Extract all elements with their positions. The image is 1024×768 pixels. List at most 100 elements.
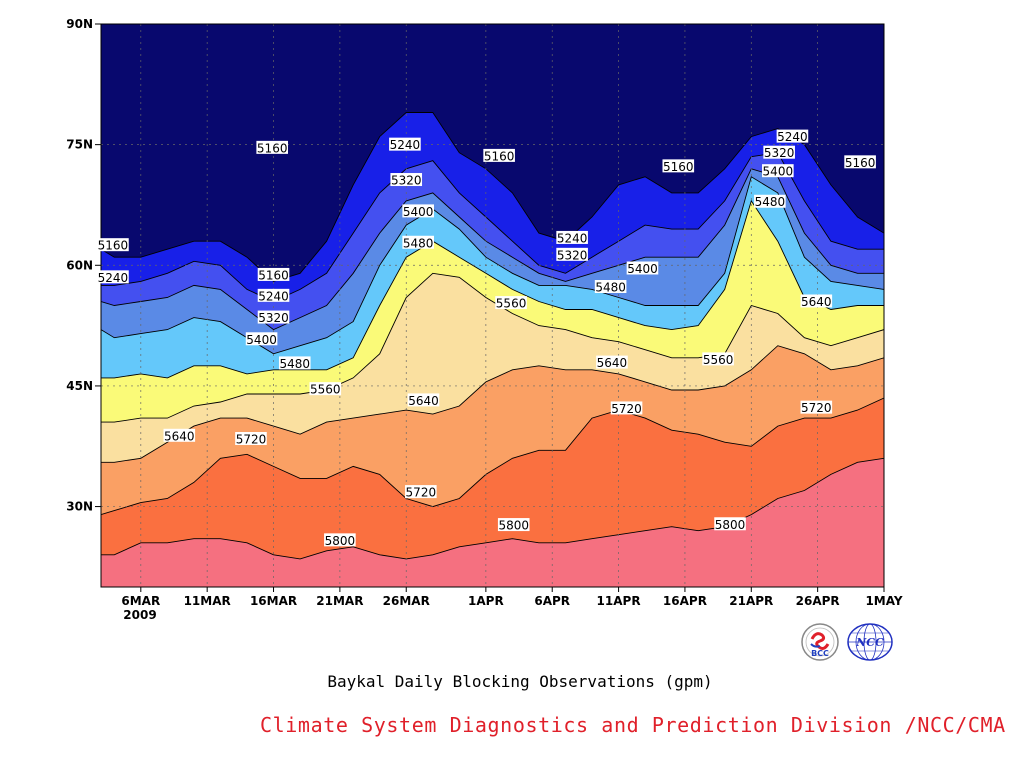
y-tick-label: 45N xyxy=(66,379,93,393)
contour-label: 5560 xyxy=(310,383,341,397)
contour-label-bg xyxy=(596,355,628,369)
contour-label-bg xyxy=(626,261,659,275)
contour-label: 5160 xyxy=(257,141,288,155)
contour-label: 5800 xyxy=(715,518,746,532)
ncc-logo: NCC xyxy=(847,623,893,661)
contour-label-bg xyxy=(495,296,527,310)
contour-lines xyxy=(101,112,884,560)
contour-label-bg xyxy=(714,517,746,531)
contour-plot: 30N 45N 60N 75N 90N 6MAR 11MAR 16MAR 21MAR 26MAR… xyxy=(66,17,903,622)
contour-label-bg xyxy=(800,294,833,308)
contour-label: 5320 xyxy=(557,248,588,262)
contour-label: 5400 xyxy=(627,262,658,276)
contour-label-bg xyxy=(324,533,356,547)
contour-label-bg xyxy=(776,129,809,143)
contour-label-bg xyxy=(257,310,290,324)
contour-label: 5800 xyxy=(325,534,356,548)
contour-label-bg xyxy=(97,238,129,252)
x-tick-label: 11APR xyxy=(597,594,641,608)
contour-label-bg xyxy=(662,159,695,173)
x-year-label: 2009 xyxy=(123,608,156,622)
x-tick-label: 21APR xyxy=(729,594,773,608)
y-tick-label: 75N xyxy=(66,138,93,152)
contour-label-bg xyxy=(594,280,627,294)
contour-label-bg xyxy=(402,235,434,249)
contour-label: 5320 xyxy=(258,311,289,325)
y-axis: 30N 45N 60N 75N 90N xyxy=(66,17,101,514)
contour-label: 5240 xyxy=(777,130,808,144)
x-tick-label: 16MAR xyxy=(250,594,297,608)
contour-label-bg xyxy=(257,267,290,281)
contour-label-bg xyxy=(390,173,423,187)
isoline-5640 xyxy=(101,345,884,463)
plot-frame xyxy=(100,23,885,588)
credit-line: Climate System Diagnostics and Predictio… xyxy=(260,713,1006,737)
x-tick-label: 26APR xyxy=(796,594,840,608)
isoline-5560 xyxy=(101,272,884,423)
contour-labels: 5160524051605160524053205400548055605640… xyxy=(97,129,876,548)
bcc-logo-text: BCC xyxy=(811,649,829,658)
isoline-5480 xyxy=(101,199,884,379)
x-tick-label: 6APR xyxy=(534,594,570,608)
contour-label: 5480 xyxy=(403,236,434,250)
contour-label-bg xyxy=(389,137,421,151)
x-tick-label: 21MAR xyxy=(316,594,363,608)
contour-label: 5160 xyxy=(484,149,515,163)
contour-label-bg xyxy=(754,194,786,208)
contour-label-bg xyxy=(497,518,530,532)
contour-label-bg xyxy=(610,401,643,415)
x-tick-label: 6MAR xyxy=(121,594,160,608)
contour-label: 5400 xyxy=(763,165,794,179)
x-tick-label: 1MAY xyxy=(865,594,902,608)
contour-label: 5640 xyxy=(801,295,832,309)
contour-label: 5240 xyxy=(390,138,421,152)
contour-label-bg xyxy=(800,400,833,414)
contour-label: 5160 xyxy=(98,239,129,253)
y-tick-label: 30N xyxy=(66,500,93,514)
contour-label-bg xyxy=(256,140,288,154)
contour-label-bg xyxy=(556,230,588,244)
contour-label: 5240 xyxy=(98,271,129,285)
contour-label: 5640 xyxy=(408,394,439,408)
contour-label-bg xyxy=(402,204,434,218)
contour-label-bg xyxy=(763,145,795,159)
grid-lines xyxy=(101,24,884,587)
isoline-5800 xyxy=(101,457,884,560)
ncc-logo-text: NCC xyxy=(855,636,884,649)
contour-label: 5320 xyxy=(764,146,795,160)
contour-label: 5320 xyxy=(391,174,422,188)
contour-label: 5640 xyxy=(597,356,628,370)
contour-fills xyxy=(101,24,884,587)
contour-label: 5400 xyxy=(403,205,434,219)
x-tick-label: 16APR xyxy=(663,594,707,608)
contour-label: 5480 xyxy=(279,357,310,371)
contour-label: 5160 xyxy=(258,268,289,282)
contour-label: 5560 xyxy=(496,297,527,311)
contour-label-bg xyxy=(235,432,267,446)
contour-label: 5240 xyxy=(557,231,588,245)
contour-label: 5480 xyxy=(755,195,786,209)
contour-label: 5160 xyxy=(845,156,876,170)
contour-label-bg xyxy=(556,247,588,261)
contour-label-bg xyxy=(407,393,440,407)
contour-label: 5560 xyxy=(703,353,734,367)
contour-label: 5400 xyxy=(246,333,277,347)
contour-label-bg xyxy=(702,352,734,366)
contour-label-bg xyxy=(405,485,437,499)
y-tick-label: 60N xyxy=(66,258,93,272)
contour-label-bg xyxy=(163,428,196,442)
contour-label: 5720 xyxy=(801,401,832,415)
x-tick-label: 11MAR xyxy=(184,594,231,608)
bcc-logo: BCC xyxy=(801,623,839,661)
x-axis: 6MAR 11MAR 16MAR 21MAR 26MAR 1APR 6APR 11APR 16A… xyxy=(121,587,903,608)
contour-label-bg xyxy=(97,270,129,284)
contour-label: 5240 xyxy=(258,289,289,303)
contour-label-bg xyxy=(245,332,278,346)
contour-label: 5640 xyxy=(164,429,195,443)
y-tick-label: 90N xyxy=(66,17,93,31)
x-tick-label: 1APR xyxy=(468,594,504,608)
contour-label-bg xyxy=(762,164,794,178)
contour-label: 5800 xyxy=(498,519,529,533)
chart-caption: Baykal Daily Blocking Observations (gpm) xyxy=(327,672,713,691)
contour-label-bg xyxy=(257,288,290,302)
